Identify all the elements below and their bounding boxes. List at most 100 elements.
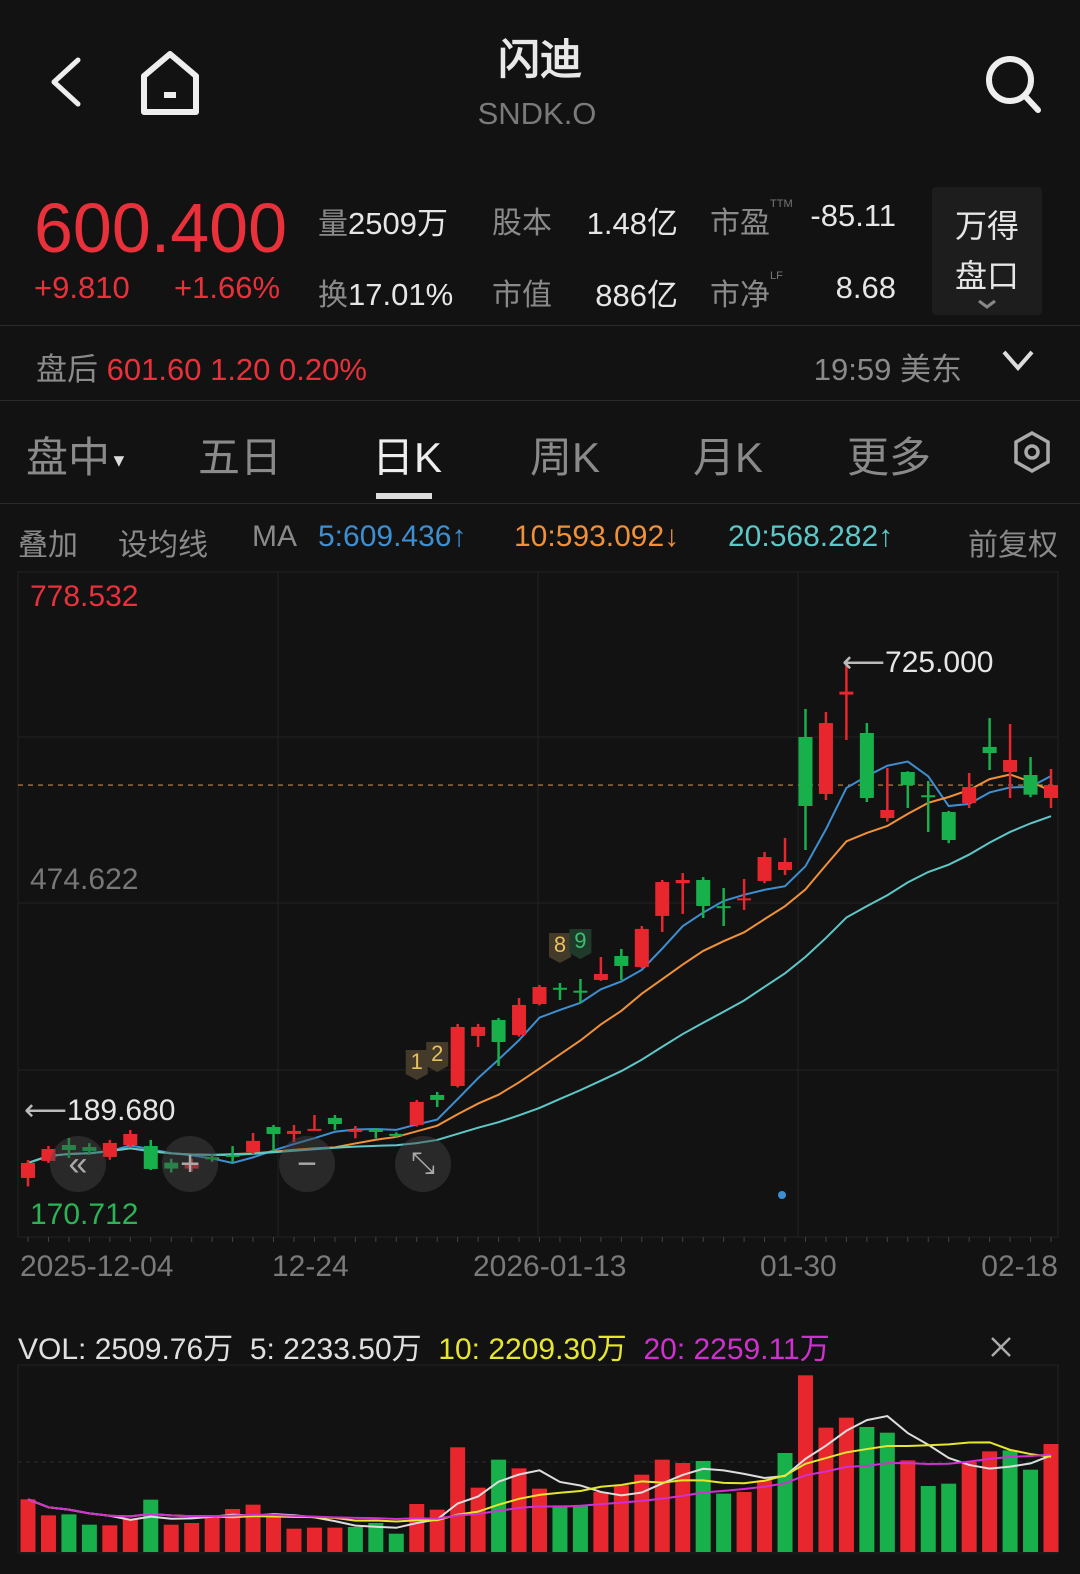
signal-marker: 1 <box>405 1049 428 1080</box>
volume-bar <box>388 1533 404 1552</box>
candle <box>286 1124 301 1143</box>
candle-body <box>368 1129 383 1132</box>
candle <box>839 663 854 741</box>
after-hours-label: 盘后 <box>36 352 98 387</box>
close-icon <box>991 1337 1011 1357</box>
candle-body <box>512 1004 527 1035</box>
candle-body <box>757 857 772 881</box>
volume-ma10: 10: 2209.30万 <box>438 1333 627 1366</box>
search-button[interactable] <box>982 52 1046 121</box>
candle <box>818 711 833 801</box>
candle <box>778 837 793 875</box>
candle <box>655 879 670 932</box>
volume-bar <box>266 1517 282 1552</box>
settings-icon <box>1014 430 1050 474</box>
expand-after-hours-button[interactable] <box>1000 346 1036 379</box>
candle-body <box>1003 759 1018 772</box>
chart-settings-button[interactable] <box>1012 430 1052 479</box>
volume-bar <box>184 1522 200 1552</box>
tab-more[interactable]: 更多 <box>847 434 932 481</box>
stat-label: 市盈 <box>710 207 770 240</box>
chevron-left-icon <box>51 57 81 107</box>
candle-body <box>41 1149 56 1161</box>
marker-badge <box>548 932 571 963</box>
tab-intraday[interactable]: 盘中▼ <box>26 424 128 485</box>
volume-bar <box>286 1528 302 1552</box>
close-volume-button[interactable] <box>988 1334 1014 1365</box>
volume-bar <box>572 1505 588 1552</box>
candle <box>21 1159 35 1187</box>
candle-body <box>880 810 895 819</box>
stat-value: 886亿 <box>595 278 678 313</box>
page-title: 闪迪 <box>497 36 582 83</box>
back-button[interactable] <box>44 52 88 112</box>
candle-body <box>123 1133 138 1146</box>
zoom-in-button[interactable]: + <box>162 1136 218 1192</box>
candle <box>430 1091 445 1107</box>
volume-value: VOL: 2509.76万 <box>18 1333 234 1366</box>
candle <box>82 1143 97 1155</box>
stat-label: 股本 <box>492 207 552 240</box>
candle-body <box>614 956 629 966</box>
tab-monthly-k[interactable]: 月K <box>693 434 764 481</box>
x-axis-label: 2026-01-13 <box>473 1250 627 1283</box>
volume-bar <box>941 1483 957 1552</box>
candle <box>982 718 997 771</box>
after-hours-row[interactable]: 盘后 601.60 1.20 0.20% <box>36 344 367 389</box>
low-annotation: ⟵189.680 <box>24 1094 175 1128</box>
order-book-label-2: 盘口 <box>954 258 1019 294</box>
active-tab-indicator <box>376 493 432 499</box>
candle-body <box>573 990 588 993</box>
marker-label: 2 <box>431 1041 443 1066</box>
price-change: +9.810 <box>34 270 130 305</box>
overlay-button[interactable]: 叠加 <box>18 529 78 562</box>
low-value: 189.680 <box>67 1094 176 1127</box>
caret-down-icon: ▼ <box>110 450 128 471</box>
volume-bar <box>695 1460 711 1552</box>
tab-weekly-k[interactable]: 周K <box>530 434 601 481</box>
x-axis-label: 01-30 <box>760 1250 837 1283</box>
candle <box>389 1132 404 1138</box>
candle-body <box>266 1127 281 1134</box>
volume-bar <box>225 1509 241 1552</box>
candle <box>900 771 915 808</box>
tab-daily-k[interactable]: 日K <box>372 434 443 481</box>
volume-bar <box>306 1527 322 1552</box>
candle-body <box>143 1145 158 1169</box>
candle-body <box>900 771 915 785</box>
stat-pb: 市净LF <box>710 270 783 314</box>
scroll-left-button[interactable]: « <box>50 1136 106 1192</box>
volume-bar <box>450 1447 466 1552</box>
divider <box>0 400 1080 401</box>
candle <box>471 1023 486 1047</box>
candle-body <box>532 986 547 1004</box>
zoom-out-button[interactable]: − <box>279 1136 335 1192</box>
candle-body <box>634 928 649 967</box>
volume-bar <box>982 1451 998 1552</box>
price-adjust-button[interactable]: 前复权 <box>968 529 1058 562</box>
candle <box>450 1023 465 1088</box>
after-hours-change: 1.20 <box>210 352 271 387</box>
stat-turnover: 换17.01% <box>318 270 453 314</box>
fullscreen-button[interactable]: ⤡ <box>395 1136 451 1192</box>
ticker-symbol: SNDK.O <box>477 96 597 131</box>
stat-label: 换 <box>318 279 348 312</box>
after-hours-change-pct: 0.20% <box>279 352 367 387</box>
event-dot[interactable] <box>778 1191 786 1199</box>
set-ma-button[interactable]: 设均线 <box>118 529 208 562</box>
volume-ma20-line <box>27 1453 1052 1521</box>
home-button[interactable] <box>138 50 202 121</box>
candle <box>307 1115 322 1131</box>
candle-body <box>737 898 752 901</box>
arrow-left-icon: ⟵ <box>842 646 886 679</box>
order-book-button[interactable]: 万得 盘口 <box>932 187 1042 315</box>
candle <box>1003 724 1018 798</box>
stat-value: 8.68 <box>835 270 896 305</box>
candle-body <box>859 732 874 798</box>
volume-bar <box>81 1524 97 1552</box>
chevron-down-icon <box>978 299 996 309</box>
tab-five-day[interactable]: 五日 <box>198 434 283 481</box>
marker-badge <box>426 1041 449 1072</box>
volume-bar <box>879 1432 895 1552</box>
